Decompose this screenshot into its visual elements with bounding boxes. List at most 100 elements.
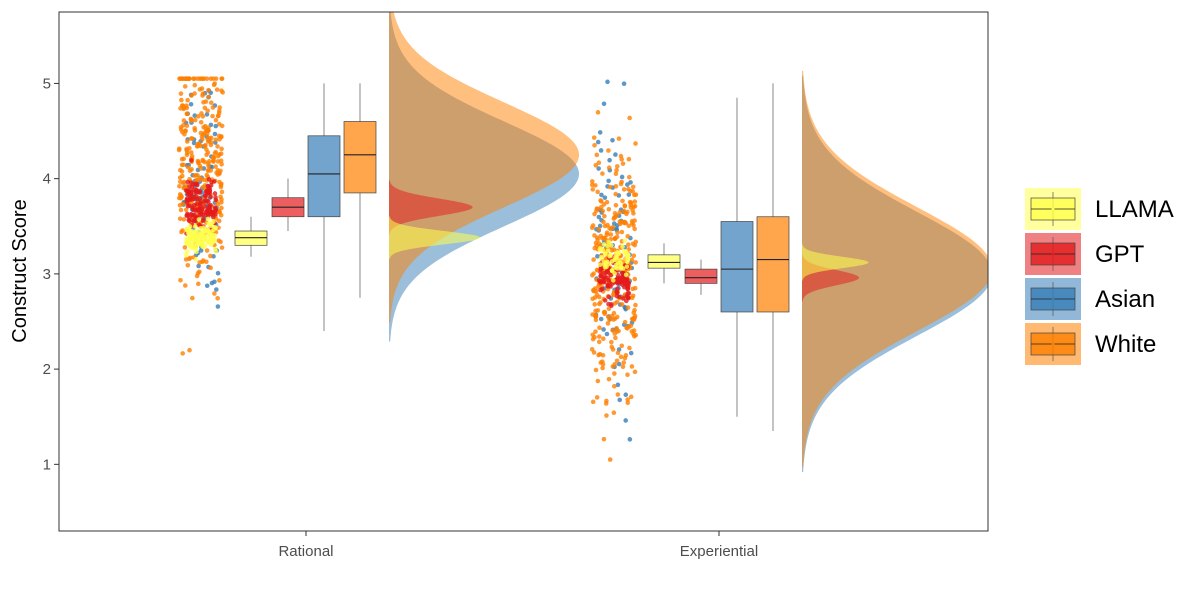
point-white-rational (178, 91, 184, 96)
point-white-experiential (629, 218, 635, 224)
point-white-rational (192, 82, 198, 88)
point-white-rational (182, 84, 188, 89)
point-gpt-experiential (606, 278, 611, 283)
point-white-rational (179, 76, 185, 81)
point-white-experiential (631, 316, 636, 322)
point-llama-rational (193, 257, 199, 262)
point-white-experiential (619, 229, 625, 235)
point-white-experiential (632, 333, 637, 339)
point-white-rational (177, 192, 183, 197)
point-white-experiential (594, 395, 600, 400)
point-gpt-rational (189, 158, 194, 163)
point-white-rational (217, 179, 222, 185)
density-llama-experiential (802, 244, 869, 281)
point-white-experiential (604, 413, 609, 418)
point-white-rational (199, 177, 204, 182)
point-white-experiential (622, 203, 628, 208)
point-white-rational (218, 184, 224, 190)
point-llama-experiential (597, 262, 603, 267)
point-gpt-rational (210, 212, 216, 218)
point-white-experiential (610, 225, 616, 230)
point-white-rational (219, 189, 225, 195)
point-asian-experiential (595, 254, 600, 259)
point-gpt-experiential (599, 286, 605, 292)
point-asian-experiential (596, 166, 601, 171)
point-llama-rational (189, 232, 194, 238)
y-axis: 1 2 3 4 5 (43, 75, 59, 473)
point-white-rational (208, 100, 214, 105)
density-gpt-rational (389, 179, 473, 235)
point-white-experiential (595, 235, 600, 241)
point-gpt-rational (207, 187, 213, 192)
point-white-experiential (596, 334, 602, 339)
point-white-rational (211, 155, 216, 160)
point-white-rational (195, 114, 201, 119)
point-white-experiential (604, 199, 610, 205)
point-asian-experiential (615, 382, 621, 388)
point-white-experiential (625, 400, 631, 406)
boxplot-layer (234, 83, 790, 432)
point-white-experiential (602, 309, 608, 315)
point-white-experiential (609, 339, 614, 345)
point-white-experiential (607, 317, 612, 323)
point-white-experiential (600, 208, 606, 214)
point-white-rational (195, 158, 201, 164)
point-white-experiential (632, 199, 638, 204)
point-gpt-rational (208, 182, 214, 188)
point-white-experiential (622, 355, 628, 361)
plot-panel-border (58, 11, 989, 532)
point-asian-experiential (596, 214, 602, 220)
point-white-experiential (633, 302, 638, 308)
point-white-experiential (632, 369, 638, 375)
point-white-experiential (626, 174, 632, 180)
point-asian-experiential (606, 178, 611, 184)
point-white-experiential (591, 257, 596, 262)
point-white-rational (183, 257, 189, 262)
point-asian-rational (196, 263, 201, 269)
point-white-experiential (611, 247, 617, 252)
point-white-experiential (620, 364, 626, 370)
point-white-rational (195, 76, 200, 81)
point-asian-rational (198, 248, 204, 253)
point-white-experiential (630, 286, 636, 292)
legend-label: Asian (1095, 286, 1155, 313)
point-llama-rational (209, 220, 215, 226)
point-llama-rational (184, 249, 190, 254)
point-white-experiential (613, 171, 619, 177)
point-white-experiential (611, 317, 616, 322)
point-white-rational (181, 156, 187, 162)
point-llama-experiential (619, 264, 624, 270)
point-white-experiential (596, 284, 601, 289)
point-asian-rational (214, 287, 219, 292)
point-llama-rational (199, 231, 205, 237)
point-gpt-rational (189, 204, 195, 209)
point-white-rational (184, 123, 190, 129)
point-white-experiential (626, 186, 631, 192)
point-white-rational (217, 278, 222, 283)
point-llama-experiential (623, 272, 629, 278)
point-white-experiential (595, 110, 601, 115)
point-white-rational (211, 76, 216, 81)
point-white-rational (185, 262, 191, 268)
point-white-rational (189, 150, 194, 155)
point-white-experiential (601, 336, 606, 342)
legend-label: White (1095, 331, 1156, 358)
point-white-rational (205, 168, 211, 174)
point-llama-experiential (603, 251, 608, 256)
point-gpt-rational (194, 181, 200, 187)
point-white-experiential (607, 457, 613, 462)
point-white-rational (198, 119, 204, 125)
point-white-rational (217, 171, 222, 176)
point-llama-rational (206, 240, 211, 245)
point-white-rational (187, 146, 192, 151)
point-white-rational (185, 164, 191, 170)
point-white-rational (213, 149, 219, 155)
point-white-experiential (590, 296, 595, 302)
point-asian-experiential (604, 331, 610, 337)
jitter-points-layer (176, 76, 639, 462)
point-white-experiential (632, 226, 637, 232)
point-white-rational (206, 94, 212, 100)
point-asian-experiential (625, 182, 630, 187)
point-white-experiential (621, 208, 627, 214)
point-white-rational (187, 347, 192, 353)
